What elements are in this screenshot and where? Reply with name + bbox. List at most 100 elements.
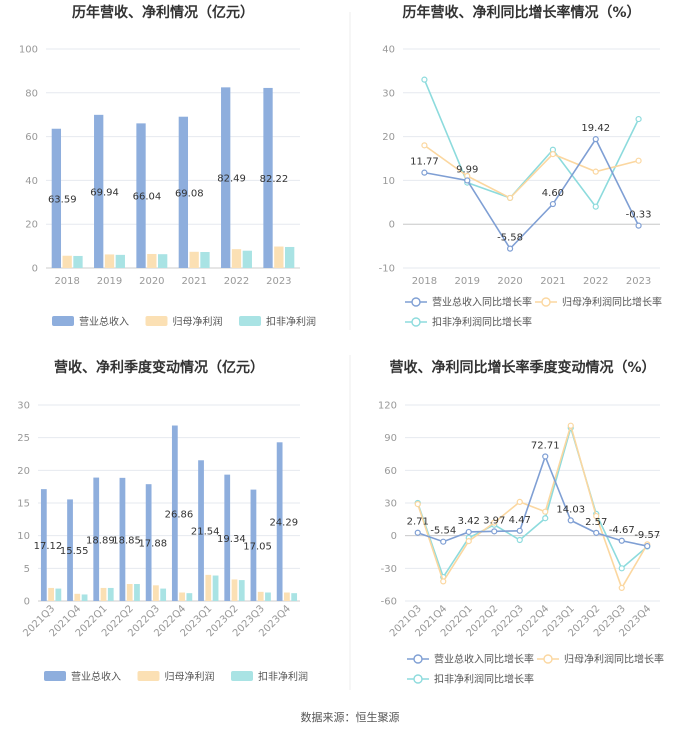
data-label: 24.29	[269, 518, 298, 529]
series-point-0	[464, 177, 471, 184]
y-tick-label: 5	[24, 564, 30, 575]
bar-1	[257, 591, 264, 601]
y-tick-label: 80	[25, 88, 38, 99]
chart-title: 历年营收、净利同比增长率情况（%）	[402, 4, 640, 21]
series-point-1	[593, 512, 600, 520]
bar-0	[67, 499, 73, 601]
x-tick-label: 2021	[181, 276, 206, 287]
legend-label: 归母净利润同比增长率	[564, 653, 664, 666]
legend-label: 归母净利润	[173, 315, 223, 328]
series-point-0	[465, 528, 472, 536]
bar-0	[119, 477, 126, 601]
bar-0	[171, 425, 178, 601]
bar-2	[73, 255, 83, 268]
legend-marker	[543, 654, 553, 664]
chart-title: 营收、净利同比增长率季度变动情况（%）	[389, 359, 655, 376]
chart-panel-quarter-line: 营收、净利同比增长率季度变动情况（%）-60-3003060901202021Q…	[378, 359, 664, 686]
legend-marker	[541, 297, 551, 307]
series-point-2	[635, 115, 642, 123]
x-tick-label: 2019	[455, 276, 480, 287]
bar-0	[94, 114, 104, 269]
bar-0	[276, 442, 283, 601]
y-tick-label: 10	[382, 176, 395, 187]
bar-0	[178, 116, 189, 268]
data-label: 18.85	[112, 535, 141, 546]
legend-swatch	[239, 316, 261, 326]
legend: 营业总收入 归母净利润 扣非净利润	[52, 315, 316, 328]
series-point-1	[465, 538, 472, 545]
chart-title: 营收、净利季度变动情况（亿元）	[54, 359, 264, 376]
legend-label: 营业总收入	[79, 315, 129, 328]
y-tick-label: -10	[379, 264, 395, 275]
y-tick-label: -30	[381, 564, 397, 575]
y-tick-label: 0	[24, 597, 30, 608]
series-point-1	[516, 498, 523, 506]
bar-1	[126, 584, 133, 601]
bar-1	[189, 251, 199, 268]
bar-0	[145, 484, 152, 601]
bar-2	[284, 246, 295, 268]
data-label: -0.33	[626, 210, 652, 221]
legend-marker	[413, 674, 423, 684]
bar-0	[51, 128, 62, 268]
data-label: 2.71	[407, 517, 429, 528]
y-tick-label: 20	[382, 132, 395, 143]
y-tick-label: 120	[378, 401, 397, 412]
series-point-0	[506, 245, 514, 252]
series-point-0	[618, 537, 625, 544]
data-label: -5.58	[497, 233, 523, 244]
legend-label: 归母净利润同比增长率	[562, 296, 662, 309]
bar-0	[224, 474, 231, 601]
legend-marker	[411, 317, 421, 327]
data-label: 69.08	[175, 188, 204, 199]
legend-swatch	[145, 316, 168, 326]
legend-swatch	[52, 316, 74, 326]
data-label: 19.42	[581, 123, 610, 134]
data-label: 11.77	[410, 157, 439, 168]
legend-swatch	[231, 671, 253, 681]
legend-swatch	[44, 671, 66, 681]
series-point-0	[644, 542, 651, 550]
series-point-0	[593, 529, 600, 536]
data-label: 9.99	[456, 164, 478, 175]
series-point-1	[592, 168, 599, 175]
series-point-1	[421, 142, 428, 149]
data-label: 17.12	[34, 541, 63, 552]
y-tick-label: 30	[384, 499, 397, 510]
x-tick-label: 2021	[540, 276, 565, 287]
bar-2	[134, 584, 140, 601]
data-label: 72.71	[531, 440, 560, 451]
bar-2	[265, 592, 271, 601]
bar-2	[81, 594, 88, 601]
y-tick-label: 20	[17, 466, 30, 477]
y-tick-label: 40	[25, 176, 38, 187]
series-point-2	[542, 515, 549, 522]
x-tick-label: 2023	[266, 276, 291, 287]
data-label: 63.59	[48, 194, 77, 205]
series-point-0	[491, 528, 498, 535]
legend-label: 营业总收入同比增长率	[432, 296, 532, 309]
series-point-0	[549, 200, 557, 208]
bar-0	[250, 489, 257, 601]
bar-1	[284, 592, 290, 601]
bar-0	[263, 87, 273, 268]
x-tick-label: 2020	[497, 276, 522, 287]
bar-2	[242, 250, 252, 268]
series-point-0	[421, 169, 428, 176]
y-tick-label: 25	[17, 433, 30, 444]
bar-2	[160, 588, 167, 601]
series-point-2	[516, 536, 523, 544]
y-tick-label: 40	[382, 45, 395, 56]
y-tick-label: 20	[25, 220, 38, 231]
x-tick-label: 2022	[583, 276, 608, 287]
bar-1	[147, 253, 157, 268]
legend-label: 扣非净利润同比增长率	[434, 673, 534, 686]
data-label: 19.34	[217, 534, 246, 545]
series-line-2	[423, 79, 640, 209]
series-line-0	[424, 137, 640, 250]
series-point-1	[440, 578, 447, 585]
data-label: 82.49	[217, 174, 246, 185]
